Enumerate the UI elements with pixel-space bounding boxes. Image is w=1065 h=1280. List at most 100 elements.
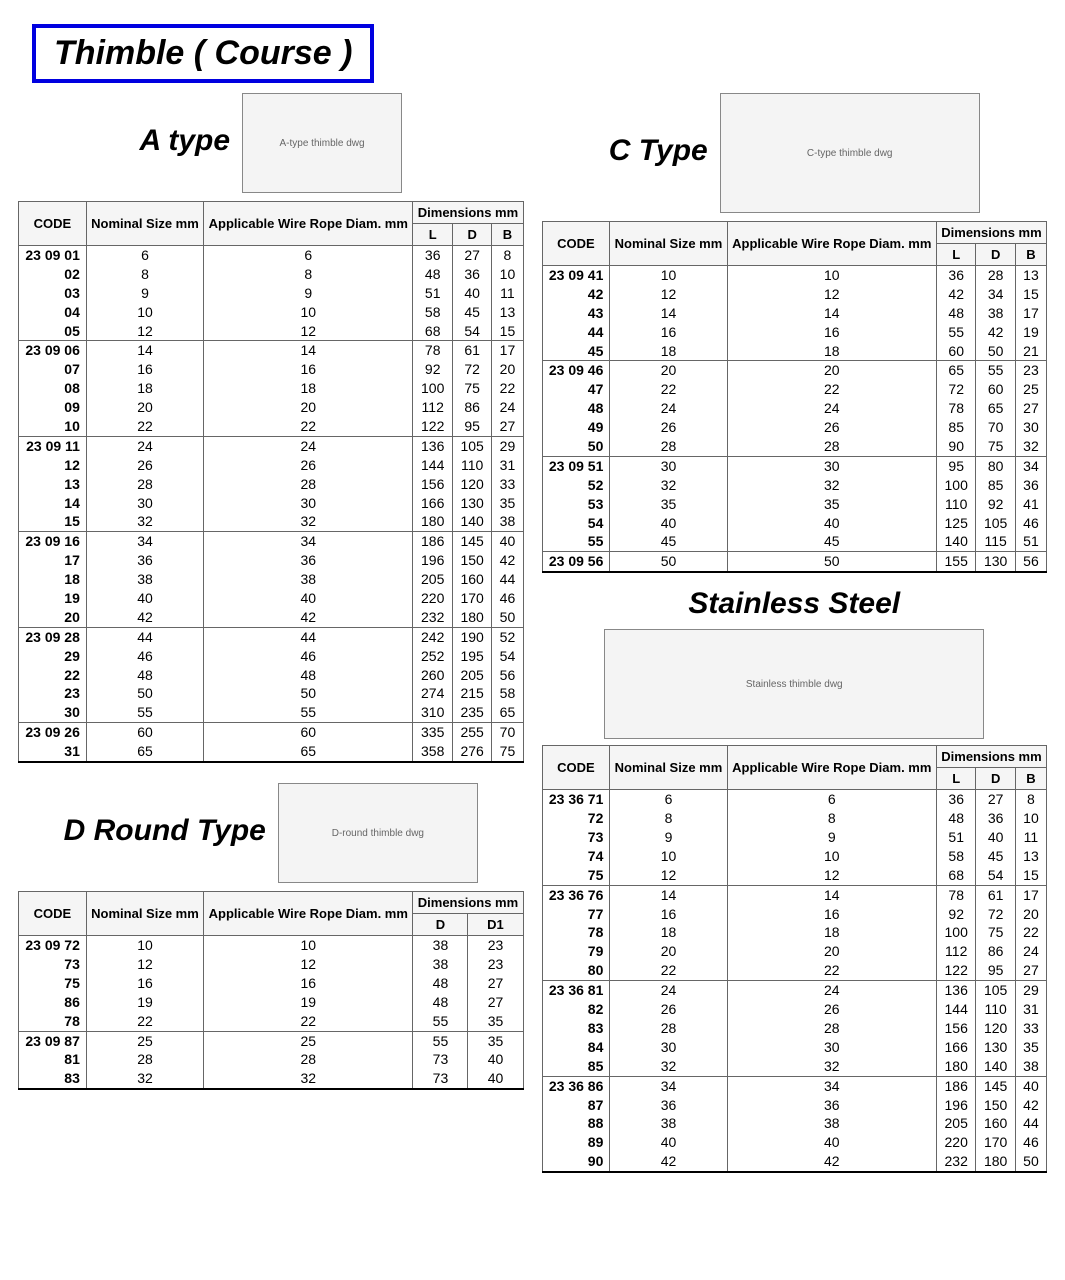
wire-cell: 16 xyxy=(204,360,413,379)
table-row: 23 50 50 27421558 xyxy=(19,684,524,703)
wire-cell: 42 xyxy=(204,608,413,627)
table-row: 86 19 19 4827 xyxy=(19,993,524,1012)
dims-header: Dimensions mm xyxy=(413,892,523,914)
dim-cell: 23 xyxy=(468,936,523,955)
dim-cell: 72 xyxy=(936,380,975,399)
dim-cell: 260 xyxy=(413,666,452,685)
dim-cell: 55 xyxy=(413,1012,468,1031)
code-cell: 31 xyxy=(19,742,87,762)
dim-cell: 36 xyxy=(413,246,452,265)
nominal-cell: 6 xyxy=(610,790,727,809)
code-cell: 84 xyxy=(542,1038,610,1057)
dim-cell: 40 xyxy=(468,1069,523,1089)
dim-cell: 61 xyxy=(452,341,491,360)
dim-cell: 38 xyxy=(413,955,468,974)
code-cell: 19 xyxy=(19,589,87,608)
wire-cell: 38 xyxy=(204,570,413,589)
nominal-cell: 32 xyxy=(86,1069,203,1089)
table-row: 08 18 18 1007522 xyxy=(19,379,524,398)
table-row: 78 22 22 5535 xyxy=(19,1012,524,1031)
table-row: 12 26 26 14411031 xyxy=(19,456,524,475)
dim-cell: 166 xyxy=(413,494,452,513)
nominal-cell: 22 xyxy=(86,1012,203,1031)
code-cell: 90 xyxy=(542,1152,610,1172)
dim-cell: 112 xyxy=(413,398,452,417)
code-cell: 23 09 72 xyxy=(19,936,87,955)
code-cell: 45 xyxy=(542,342,610,361)
wire-cell: 8 xyxy=(727,809,936,828)
table-row: 18 38 38 20516044 xyxy=(19,570,524,589)
table-row: 50 28 28 907532 xyxy=(542,437,1047,456)
dim-cell: 215 xyxy=(452,684,491,703)
dim-cell: 27 xyxy=(492,417,523,436)
dim-cell: 11 xyxy=(1015,828,1046,847)
dim-cell: 29 xyxy=(492,436,523,455)
dim-cell: 140 xyxy=(452,512,491,531)
wire-header: Applicable Wire Rope Diam. mm xyxy=(727,746,936,790)
dim-cell: 180 xyxy=(936,1057,975,1076)
nominal-cell: 38 xyxy=(610,1114,727,1133)
code-cell: 73 xyxy=(19,955,87,974)
nominal-cell: 60 xyxy=(86,723,203,742)
table-row: 02 8 8 483610 xyxy=(19,265,524,284)
wire-cell: 30 xyxy=(204,494,413,513)
nominal-cell: 30 xyxy=(86,494,203,513)
dim-cell: 34 xyxy=(976,285,1015,304)
wire-cell: 44 xyxy=(204,627,413,646)
dim-cell: 20 xyxy=(1015,905,1046,924)
dim-cell: 255 xyxy=(452,723,491,742)
dim-cell: 35 xyxy=(468,1031,523,1050)
dim-cell: 100 xyxy=(413,379,452,398)
dim-cell: 35 xyxy=(468,1012,523,1031)
dim-cell: 196 xyxy=(936,1096,975,1115)
wire-cell: 40 xyxy=(204,589,413,608)
nominal-cell: 19 xyxy=(86,993,203,1012)
dim-cell: 170 xyxy=(976,1133,1015,1152)
dim-cell: 42 xyxy=(976,323,1015,342)
table-row: 89 40 40 22017046 xyxy=(542,1133,1047,1152)
table-row: 85 32 32 18014038 xyxy=(542,1057,1047,1076)
dim-cell: 78 xyxy=(413,341,452,360)
nominal-cell: 12 xyxy=(86,322,203,341)
d-table: CODE Nominal Size mm Applicable Wire Rop… xyxy=(18,891,524,1090)
wire-cell: 36 xyxy=(204,551,413,570)
dim-cell: 85 xyxy=(976,476,1015,495)
wire-cell: 10 xyxy=(727,266,936,285)
wire-cell: 9 xyxy=(727,828,936,847)
wire-cell: 30 xyxy=(727,1038,936,1057)
table-row: 83 28 28 15612033 xyxy=(542,1019,1047,1038)
code-header: CODE xyxy=(542,222,610,266)
dim-cell: 60 xyxy=(976,380,1015,399)
table-row: 88 38 38 20516044 xyxy=(542,1114,1047,1133)
dim-cell: 40 xyxy=(452,284,491,303)
code-cell: 73 xyxy=(542,828,610,847)
dim-cell: 17 xyxy=(1015,885,1046,904)
nominal-cell: 14 xyxy=(610,885,727,904)
nominal-cell: 65 xyxy=(86,742,203,762)
nominal-cell: 34 xyxy=(86,532,203,551)
dim-col-header: D xyxy=(976,768,1015,790)
code-cell: 83 xyxy=(542,1019,610,1038)
table-row: 83 32 32 7340 xyxy=(19,1069,524,1089)
wire-cell: 50 xyxy=(727,552,936,572)
table-row: 73 9 9 514011 xyxy=(542,828,1047,847)
dim-cell: 36 xyxy=(452,265,491,284)
dim-cell: 70 xyxy=(976,418,1015,437)
dim-cell: 75 xyxy=(976,437,1015,456)
dim-col-header: D xyxy=(413,914,468,936)
wire-cell: 28 xyxy=(204,1050,413,1069)
dim-cell: 232 xyxy=(413,608,452,627)
dim-cell: 232 xyxy=(936,1152,975,1172)
table-row: 07 16 16 927220 xyxy=(19,360,524,379)
code-cell: 14 xyxy=(19,494,87,513)
dim-cell: 252 xyxy=(413,647,452,666)
dim-cell: 105 xyxy=(976,514,1015,533)
dim-cell: 205 xyxy=(452,666,491,685)
d-round-title: D Round Type xyxy=(64,814,266,848)
nominal-cell: 16 xyxy=(86,360,203,379)
dim-cell: 156 xyxy=(936,1019,975,1038)
dim-cell: 55 xyxy=(413,1031,468,1050)
nominal-cell: 42 xyxy=(86,608,203,627)
code-cell: 23 09 46 xyxy=(542,361,610,380)
a-type-diagram: A-type thimble dwg xyxy=(242,93,402,193)
